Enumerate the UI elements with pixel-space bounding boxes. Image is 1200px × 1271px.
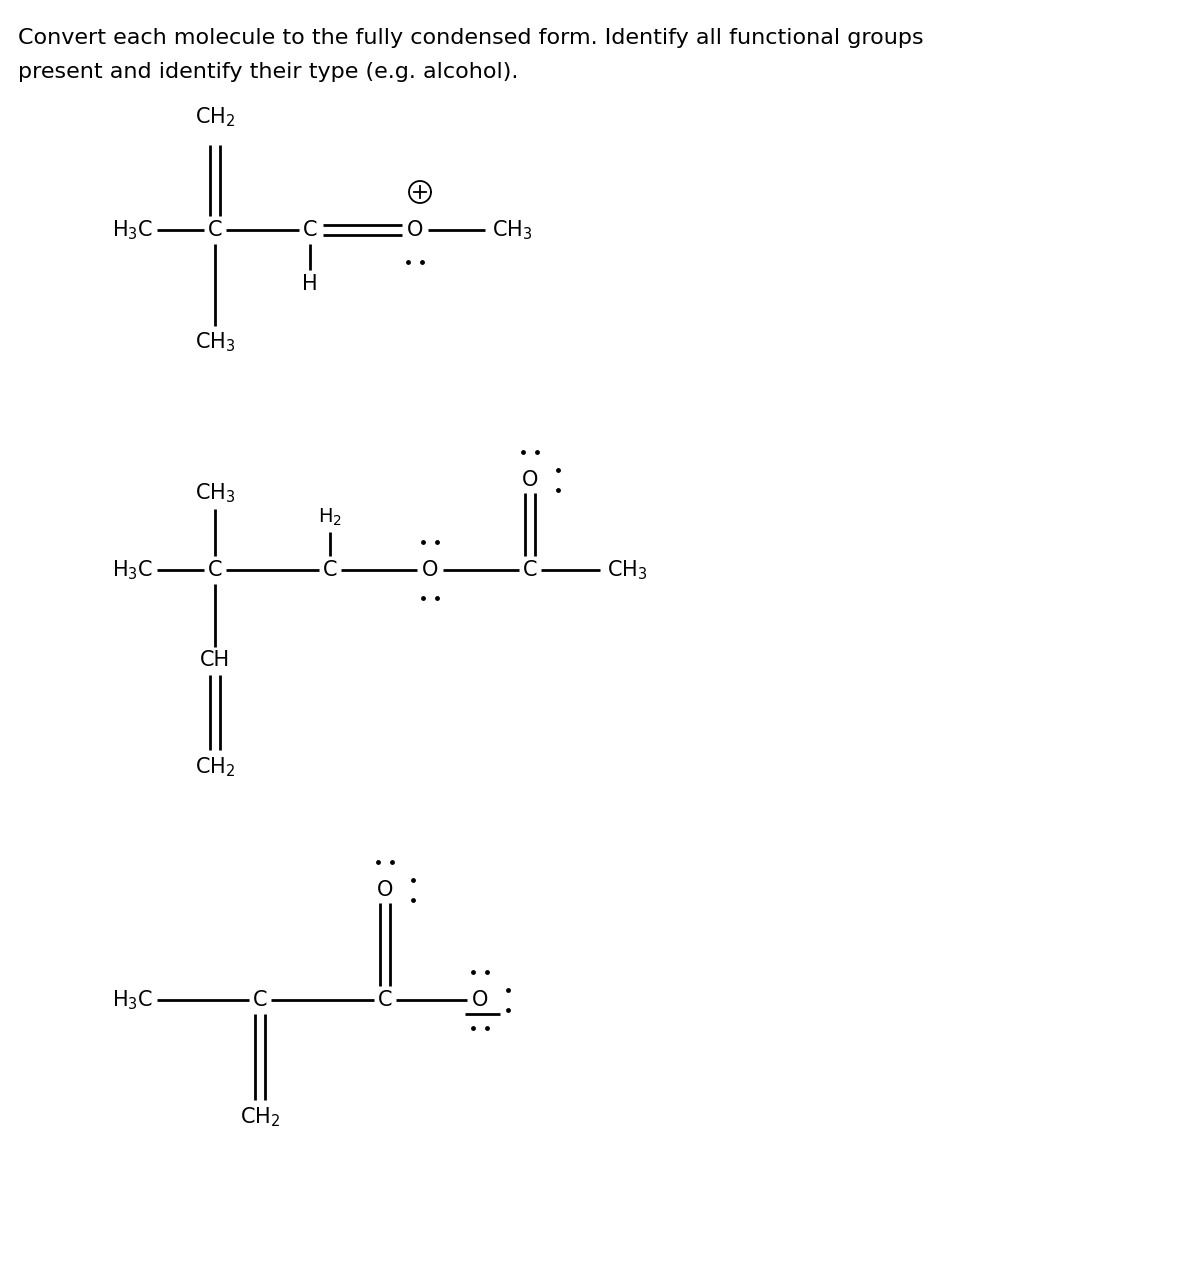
Text: present and identify their type (e.g. alcohol).: present and identify their type (e.g. al…	[18, 62, 518, 83]
Text: O: O	[472, 990, 488, 1010]
Text: H$_2$: H$_2$	[318, 506, 342, 527]
Text: CH$_3$: CH$_3$	[194, 482, 235, 505]
Text: H: H	[302, 275, 318, 294]
Text: O: O	[422, 561, 438, 580]
Text: H$_3$C: H$_3$C	[112, 558, 154, 582]
Text: C: C	[302, 220, 317, 240]
Text: C: C	[323, 561, 337, 580]
Text: H$_3$C: H$_3$C	[112, 219, 154, 241]
Text: C: C	[208, 220, 222, 240]
Text: C: C	[208, 561, 222, 580]
Text: C: C	[378, 990, 392, 1010]
Text: C: C	[523, 561, 538, 580]
Text: O: O	[522, 470, 538, 491]
Text: CH$_3$: CH$_3$	[492, 219, 533, 241]
Text: CH$_2$: CH$_2$	[194, 755, 235, 779]
Text: CH$_3$: CH$_3$	[194, 330, 235, 353]
Text: CH: CH	[200, 649, 230, 670]
Text: O: O	[377, 880, 394, 900]
Text: CH$_2$: CH$_2$	[194, 105, 235, 128]
Text: Convert each molecule to the fully condensed form. Identify all functional group: Convert each molecule to the fully conde…	[18, 28, 924, 48]
Text: O: O	[407, 220, 424, 240]
Text: CH$_2$: CH$_2$	[240, 1106, 280, 1129]
Text: C: C	[253, 990, 268, 1010]
Text: H$_3$C: H$_3$C	[112, 988, 154, 1012]
Text: CH$_3$: CH$_3$	[607, 558, 648, 582]
